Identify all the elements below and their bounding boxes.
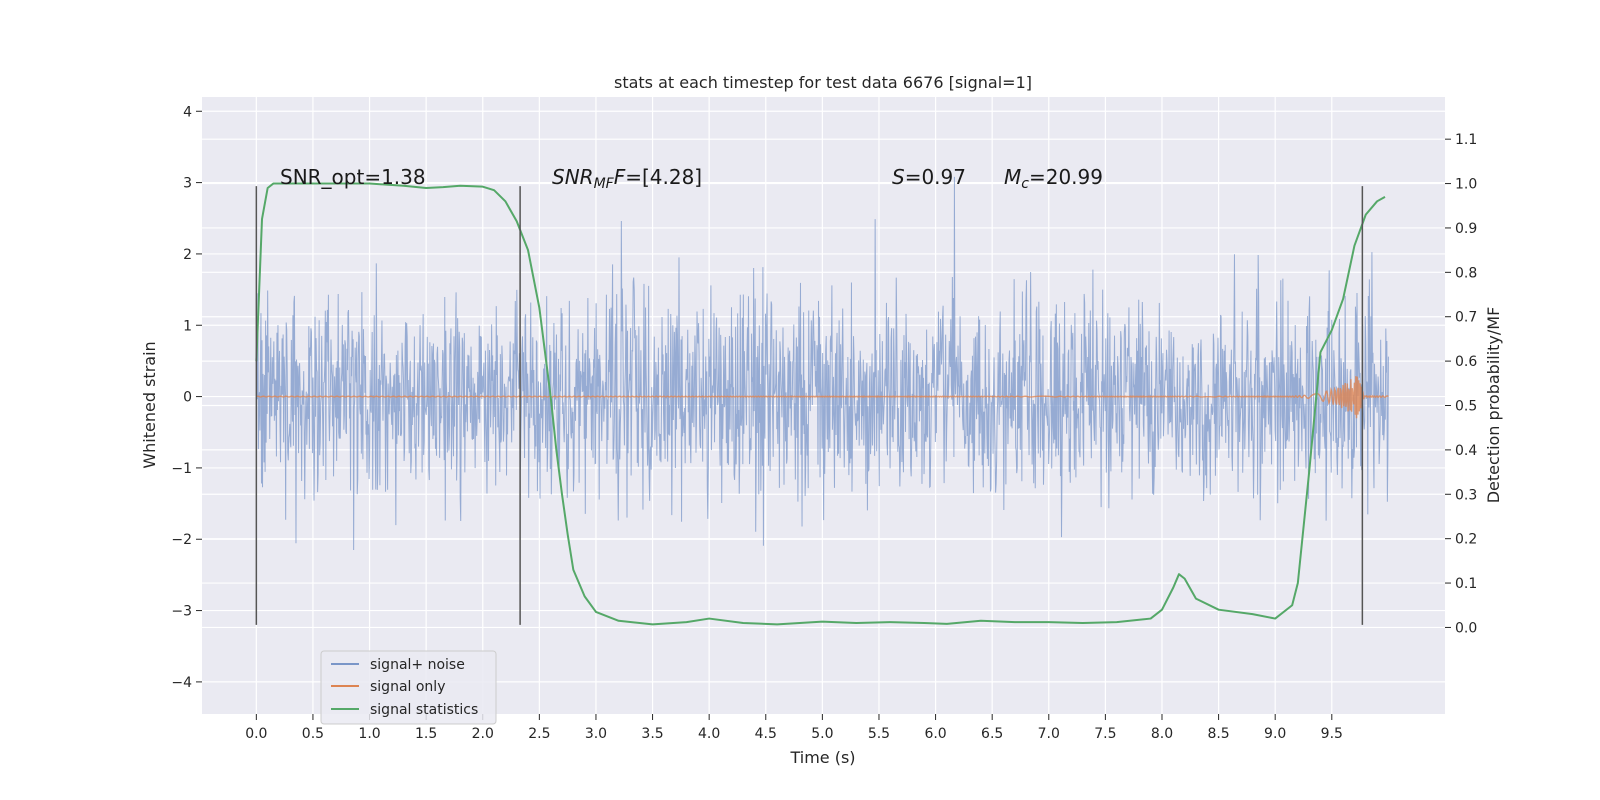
y2-tick-label-2: 0.2: [1455, 532, 1477, 548]
y-axis-label: Whitened strain: [140, 341, 159, 468]
y-tick-label-8: 4: [183, 104, 192, 120]
y-tick-label-7: 3: [183, 176, 192, 192]
y2-tick-label-8: 0.8: [1455, 265, 1477, 281]
y2-tick-label-4: 0.4: [1455, 443, 1477, 459]
x-axis-ticks: 0.0 0.5 1.0 1.5 2.0 2.5 3.0 3.5 4.0 4.5 5.0 5.5 6.0 6…: [245, 714, 1343, 742]
x-tick-label-11: 5.5: [868, 726, 890, 742]
y2-axis-ticks: 0.0 0.1 0.2 0.3 0.4 0.5 0.6 0.7 0.8 0.9 1.0 1.1: [1445, 132, 1477, 636]
x-tick-label-16: 8.0: [1151, 726, 1173, 742]
y2-tick-label-0: 0.0: [1455, 620, 1477, 636]
y2-tick-label-5: 0.5: [1455, 399, 1477, 415]
y-tick-label-1: −3: [171, 604, 192, 620]
y-tick-label-3: −1: [171, 461, 192, 477]
annotation-s: S=0.97: [892, 165, 966, 189]
series-signal-only: [256, 376, 1389, 419]
x-tick-label-3: 1.5: [415, 726, 437, 742]
x-tick-label-2: 1.0: [358, 726, 380, 742]
x-tick-label-12: 6.0: [924, 726, 946, 742]
y2-tick-label-3: 0.3: [1455, 487, 1477, 503]
annotation-snr-mf: SNRMFF=[4.28]: [552, 165, 702, 192]
y-axis-ticks: −4 −3 −2 −1 0 1 2 3 4: [171, 104, 202, 691]
y2-tick-label-9: 0.9: [1455, 221, 1477, 237]
x-tick-label-7: 3.5: [641, 726, 663, 742]
vertical-markers: [255, 186, 1364, 625]
stats-line: [255, 182, 1386, 626]
y-tick-label-5: 1: [183, 318, 192, 334]
annotation-snr-opt: SNR_opt=1.38: [280, 165, 426, 189]
series-signal-statistics: [255, 182, 1386, 626]
legend-label-stats: signal statistics: [370, 702, 478, 718]
chart-title: stats at each timestep for test data 667…: [614, 73, 1032, 92]
x-tick-label-15: 7.5: [1094, 726, 1116, 742]
x-tick-label-6: 3.0: [585, 726, 607, 742]
x-tick-label-17: 8.5: [1207, 726, 1229, 742]
x-axis-label: Time (s): [789, 748, 855, 767]
y2-tick-label-7: 0.7: [1455, 310, 1477, 326]
x-tick-label-19: 9.5: [1321, 726, 1343, 742]
y-tick-label-0: −4: [171, 675, 192, 691]
x-tick-label-18: 9.0: [1264, 726, 1286, 742]
legend-box: [320, 650, 497, 725]
legend-label-signal: signal only: [370, 679, 445, 695]
legend: signal+ noise signal only signal statist…: [320, 650, 497, 725]
noise-line: [255, 176, 1389, 550]
y2-axis-label: Detection probability/MF: [1484, 307, 1503, 504]
x-tick-label-10: 5.0: [811, 726, 833, 742]
y2-tick-label-1: 0.1: [1455, 576, 1477, 592]
legend-label-noise: signal+ noise: [370, 657, 465, 673]
y-tick-label-4: 0: [183, 390, 192, 406]
y2-tick-label-6: 0.6: [1455, 354, 1477, 370]
y2-tick-label-11: 1.1: [1455, 132, 1477, 148]
y-tick-label-6: 2: [183, 247, 192, 263]
y2-tick-label-10: 1.0: [1455, 177, 1477, 193]
x-tick-label-9: 4.5: [755, 726, 777, 742]
x-tick-label-0: 0.0: [245, 726, 267, 742]
x-tick-label-8: 4.0: [698, 726, 720, 742]
x-tick-label-5: 2.5: [528, 726, 550, 742]
x-tick-label-1: 0.5: [302, 726, 324, 742]
annotation-mc: Mc=20.99: [1004, 165, 1103, 192]
x-tick-label-14: 7.0: [1038, 726, 1060, 742]
x-tick-label-13: 6.5: [981, 726, 1003, 742]
signal-line: [256, 376, 1389, 419]
series-signal-noise: [255, 176, 1389, 550]
y-tick-label-2: −2: [171, 532, 192, 548]
x-tick-label-4: 2.0: [472, 726, 494, 742]
